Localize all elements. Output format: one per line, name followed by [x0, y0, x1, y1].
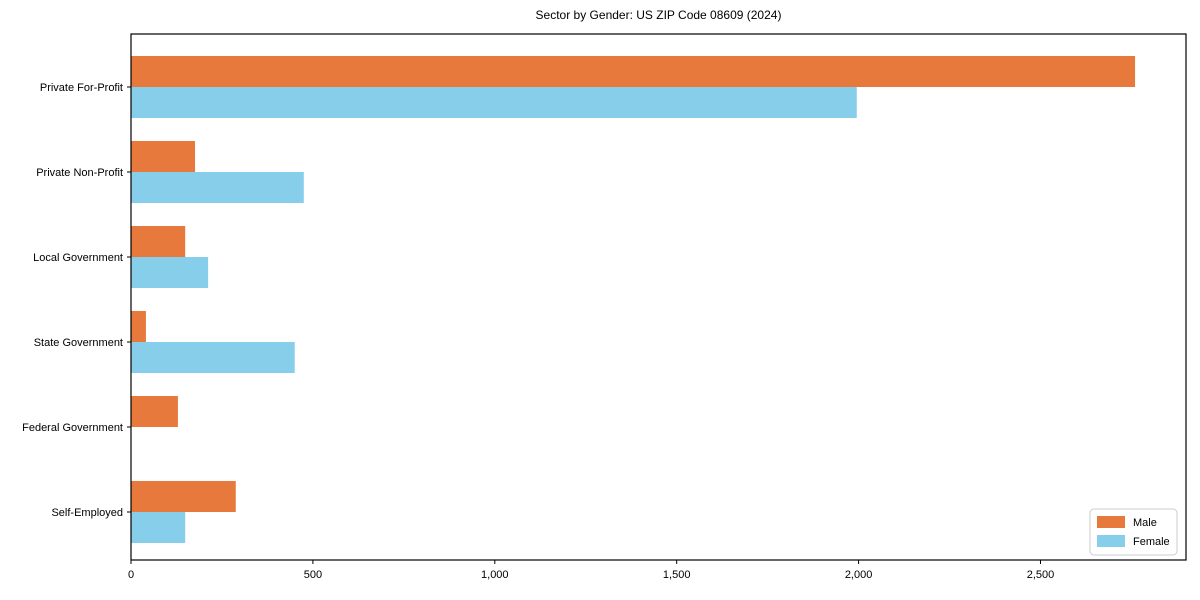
bar-female-private-for-profit: [131, 87, 857, 118]
x-tick-label-2-500: 2,500: [1027, 569, 1055, 581]
bar-male-local-government: [131, 226, 186, 257]
bar-male-private-non-profit: [131, 141, 196, 172]
plot-border: [130, 33, 1187, 561]
category-label-federal-government: Federal Government: [22, 422, 123, 434]
legend-swatch-male: [1097, 516, 1125, 528]
bar-male-private-for-profit: [131, 56, 1136, 87]
bar-male-self-employed: [131, 481, 236, 512]
chart-title: Sector by Gender: US ZIP Code 08609 (202…: [535, 8, 782, 22]
legend: Male Female: [1089, 508, 1178, 556]
legend-box: [1089, 508, 1178, 556]
bar-female-self-employed: [131, 512, 186, 543]
category-label-private-non-profit: Private Non-Profit: [36, 167, 123, 179]
category-label-self-employed: Self-Employed: [51, 507, 123, 519]
bar-male-federal-government: [131, 396, 178, 427]
legend-label-male: Male: [1133, 517, 1157, 529]
bar-female-local-government: [131, 257, 209, 288]
bar-female-state-government: [131, 342, 295, 373]
x-tick-label-500: 500: [304, 569, 322, 581]
category-label-state-government: State Government: [34, 337, 123, 349]
bar-female-private-non-profit: [131, 172, 304, 203]
legend-swatch-female: [1097, 535, 1125, 547]
x-tick-label-1-500: 1,500: [663, 569, 691, 581]
category-label-private-for-profit: Private For-Profit: [40, 82, 123, 94]
x-tick-label-1-000: 1,000: [481, 569, 509, 581]
x-tick-label-2-000: 2,000: [845, 569, 873, 581]
category-label-local-government: Local Government: [33, 252, 123, 264]
bar-male-state-government: [131, 311, 146, 342]
x-tick-label-0: 0: [128, 569, 134, 581]
legend-label-female: Female: [1133, 536, 1170, 548]
